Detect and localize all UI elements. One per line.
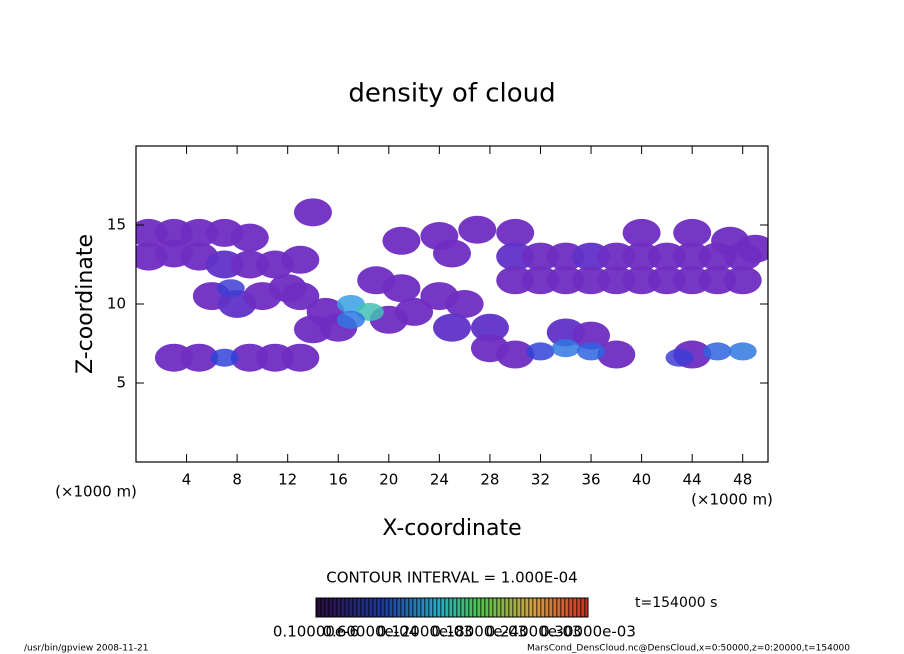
cloud-cell [736,234,768,263]
cloud-cell [526,342,555,361]
cloud-cell [703,342,732,361]
cloud-cell [293,198,332,227]
cloud-cell [433,313,471,342]
x-axis-title: X-coordinate [382,516,521,541]
cloud-cell [216,279,245,298]
cloud-cell [210,348,239,367]
x-tick-label: 28 [480,471,499,489]
x-tick-label: 36 [581,471,600,489]
time-label: t=154000 s [635,595,717,611]
cloud-cell [336,310,365,329]
cloud-cell [572,321,611,350]
cloud-cell [665,348,694,367]
y-unit: (×1000 m) [691,491,773,509]
cloud-cell [382,226,421,255]
colorbar-label: 0.60000e-04 [323,623,419,641]
cloud-cell [470,313,509,342]
cloud-cell [470,334,509,363]
y-tick-label: 10 [107,295,126,313]
y-tick-label: 5 [116,374,126,392]
colorbar-label: 0.12000e-03 [377,623,473,641]
x-tick-label: 12 [278,471,297,489]
footer-left: /usr/bin/gpview 2008-11-21 [24,644,148,654]
x-tick-label: 16 [329,471,348,489]
cloud-cell [230,223,269,252]
cloud-cell [458,215,497,244]
y-tick-label: 15 [107,216,126,234]
cloud-cell [728,342,757,361]
contour-interval: CONTOUR INTERVAL = 1.000E-04 [326,569,577,587]
cloud-cell [577,342,606,361]
cloud-cell [395,297,434,326]
chart-title: density of cloud [348,79,555,109]
x-tick-label: 40 [632,471,651,489]
cloud-cell [622,218,661,247]
x-tick-label: 8 [232,471,242,489]
colorbar-label: 0.18000e-03 [431,623,527,641]
x-tick-label: 24 [430,471,449,489]
colorbar-label: 0.10000e-6 [273,623,359,641]
cloud-cell [433,239,471,268]
field [136,198,768,372]
cloud-cell [281,343,320,372]
x-tick-label: 4 [182,471,192,489]
x-tick-label: 44 [683,471,702,489]
cloud-cell [357,266,396,295]
footer-right: MarsCond_DensCloud.nc@DensCloud,x=0:5000… [527,644,850,654]
colorbar-label: 0.24000e-03 [486,623,582,641]
x-tick-label: 48 [733,471,752,489]
cloud-cell [551,339,580,358]
cloud-cell [180,343,219,372]
colorbar-stripes [315,597,589,618]
colorbar-label: 0.30000e-03 [540,623,636,641]
y-axis-title: Z-coordinate [73,234,98,374]
x-tick-label: 32 [531,471,550,489]
cloud-cell [673,218,712,247]
cloud-cell [281,245,320,274]
x-unit: (×1000 m) [55,483,137,501]
cloud-cell [597,340,636,369]
x-tick-label: 20 [379,471,398,489]
cloud-cell [281,282,320,311]
cloud-cell [445,290,484,318]
cloud-cell [496,218,535,247]
cloud-cell [723,266,762,295]
